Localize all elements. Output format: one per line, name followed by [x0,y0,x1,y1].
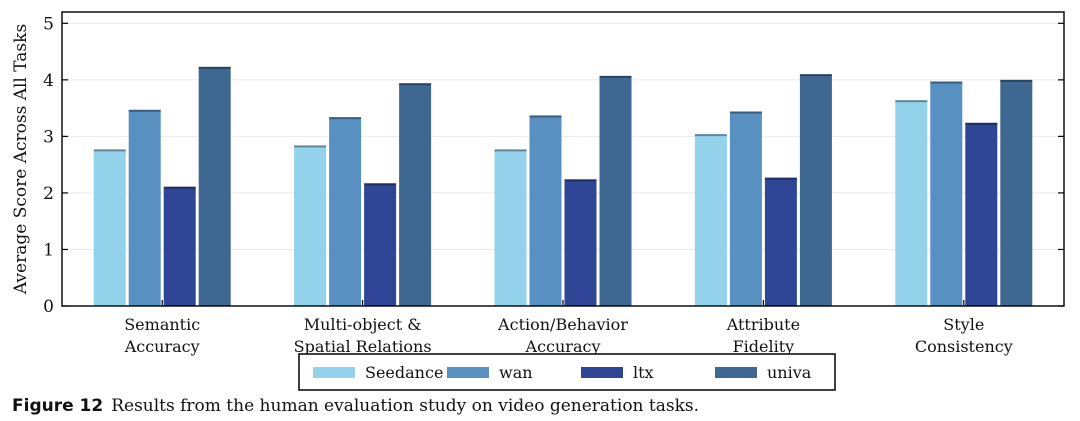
legend-swatch-wan [447,367,489,378]
x-category-label: Accuracy [124,337,200,356]
bar-top-edge [198,66,231,69]
bar-top-edge [729,111,762,114]
bar-seedance-0 [93,149,126,306]
bar-ltx-1 [364,183,397,306]
bar-ltx-0 [163,186,196,306]
x-category-label: Spatial Relations [294,337,432,356]
x-category-label: Accuracy [525,337,601,356]
bar-ltx-4 [965,122,998,306]
bar-top-edge [599,75,632,78]
bar-top-edge [93,149,126,152]
x-category-labels: Semantic Accuracy Multi-object & Spatial Re… [124,300,1013,356]
bar-wan-4 [930,81,963,307]
x-category-label: Fidelity [733,337,795,356]
x-category-label: Attribute [726,315,800,334]
x-category-label: Multi-object & [304,315,422,334]
figure-caption: Figure 12 Results from the human evaluati… [12,396,699,416]
bar-top-edge [799,74,832,77]
y-tick-label: 4 [43,71,54,91]
bar-wan-3 [729,111,762,306]
y-axis-label: Average Score Across All Tasks [11,24,31,295]
bar-top-edge [163,186,196,189]
bar-seedance-2 [494,149,527,306]
y-ticks: 0 1 2 3 4 5 [43,14,1064,317]
bars [93,66,1033,307]
y-tick-label: 1 [43,240,54,260]
bar-top-edge [329,117,362,120]
bar-seedance-4 [895,100,928,306]
bar-wan-2 [529,115,562,306]
legend-label-wan: wan [499,363,533,382]
legend-swatch-univa [715,367,757,378]
x-category-label: Consistency [915,337,1013,356]
bar-top-edge [764,177,797,180]
y-tick-label: 2 [43,184,54,204]
bar-wan-0 [128,109,161,306]
bar-top-edge [564,179,597,182]
figure-label: Figure 12 [12,396,104,416]
legend: Seedance wan ltx univa [298,353,836,391]
caption-text: Results from the human evaluation study … [111,396,700,416]
bar-top-edge [694,134,727,137]
bar-seedance-1 [294,145,327,306]
bar-univa-0 [198,66,231,306]
y-tick-label: 3 [43,127,54,147]
bar-top-edge [399,83,432,86]
x-category-label: Action/Behavior [497,315,628,334]
legend-swatch-ltx [581,367,623,378]
bar-chart: 0 1 2 3 4 5 Semantic Accuracy Multi-object & Spa… [11,11,1065,391]
bar-top-edge [294,145,327,148]
bar-top-edge [965,122,998,125]
legend-label-ltx: ltx [633,363,654,382]
legend-swatch-seedance [313,367,355,378]
bar-top-edge [895,100,928,103]
bar-top-edge [364,183,397,186]
chart: 0 1 2 3 4 5 Semantic Accuracy Multi-object & Spa… [11,11,1065,391]
bar-ltx-2 [564,179,597,306]
y-tick-label: 5 [43,14,54,34]
bar-top-edge [1000,79,1033,82]
bar-wan-1 [329,117,362,307]
bar-top-edge [494,149,527,152]
y-tick-label: 0 [43,297,54,317]
bar-univa-3 [799,74,832,306]
bar-top-edge [529,115,562,118]
bar-ltx-3 [764,177,797,306]
bar-univa-1 [399,83,432,306]
legend-label-univa: univa [767,363,812,382]
x-category-label: Semantic [124,315,200,334]
x-category-label: Style [943,315,984,334]
bar-seedance-3 [694,134,727,306]
bar-univa-2 [599,75,632,306]
bar-top-edge [930,81,963,84]
bar-top-edge [128,109,161,112]
legend-label-seedance: Seedance [365,363,443,382]
bar-univa-4 [1000,79,1033,306]
